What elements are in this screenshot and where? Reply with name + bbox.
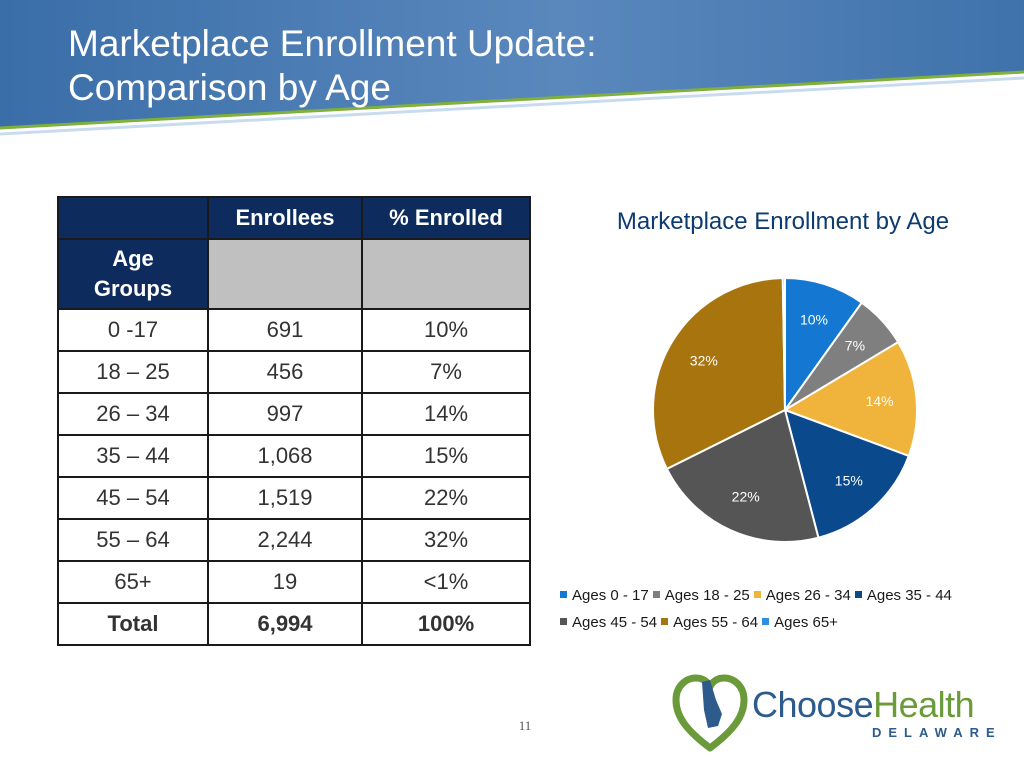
pie-data-label: 32% (690, 353, 718, 369)
legend-swatch (854, 591, 862, 598)
legend-item: Ages 18 - 25 (652, 582, 750, 609)
legend-label: Ages 55 - 64 (673, 614, 759, 631)
legend-item: Ages 26 - 34 (753, 582, 851, 609)
table-age-groups-row: Age Groups (57, 238, 531, 310)
pie-data-label: 22% (732, 489, 760, 505)
enrollees-cell: 1,519 (207, 476, 363, 520)
enrollees-cell: 691 (207, 308, 363, 352)
legend-swatch (560, 618, 567, 625)
enrollees-cell: 19 (207, 560, 363, 604)
legend-swatch (652, 591, 660, 598)
percent-cell: 15% (361, 434, 531, 478)
table-row: 26 – 34 997 14% (57, 392, 531, 436)
legend-item: Ages 35 - 44 (854, 582, 952, 609)
legend-swatch (560, 591, 567, 598)
logo-text-choose: Choose (752, 684, 874, 725)
pie-slice-ages-55-64 (652, 277, 787, 471)
chart-title: Marketplace Enrollment by Age (616, 208, 950, 235)
page-number: 11 (518, 718, 532, 733)
slide-title: Marketplace Enrollment Update: Compariso… (68, 22, 597, 110)
table-row: 18 – 25 456 7% (57, 350, 531, 394)
legend-label: Ages 0 - 17 (572, 587, 649, 604)
enrollees-cell: 1,068 (207, 434, 363, 478)
legend-item: Ages 45 - 54 (560, 609, 657, 636)
pie-slice-ages-45-54 (665, 408, 820, 543)
enrollees-cell: 2,244 (207, 518, 363, 562)
chart-legend: Ages 0 - 17 Ages 18 - 25 Ages 26 - 34 Ages … (560, 582, 1020, 636)
legend-swatch (661, 618, 669, 625)
logo-subtext: DELAWARE (872, 725, 1002, 740)
legend-label: Ages 45 - 54 (572, 614, 658, 631)
legend-swatch (753, 591, 761, 598)
table-row: 65+ 19 <1% (57, 560, 531, 604)
table-header-row: Enrollees % Enrolled (57, 196, 531, 240)
total-label-cell: Total (57, 602, 209, 646)
age-range-cell: 55 – 64 (57, 518, 209, 562)
table-row: 0 -17 691 10% (57, 308, 531, 352)
pie-slice-ages-26-34 (782, 340, 918, 458)
legend-swatch (762, 618, 770, 625)
legend-label: Ages 35 - 44 (866, 587, 952, 604)
legend-item: Ages 55 - 64 (661, 609, 758, 636)
total-enrollees-cell: 6,994 (207, 602, 363, 646)
legend-item: Ages 0 - 17 (560, 582, 649, 609)
age-groups-line1: Age (112, 246, 154, 271)
table-row: 45 – 54 1,519 22% (57, 476, 531, 520)
table-gray-cell (207, 238, 363, 310)
table-header-blank (57, 196, 209, 240)
legend-item: Ages 65+ (762, 609, 838, 636)
table-row: 35 – 44 1,068 15% (57, 434, 531, 478)
table-header-percent: % Enrolled (361, 196, 531, 240)
percent-cell: 32% (361, 518, 531, 562)
slide-title-line2: Comparison by Age (68, 67, 391, 108)
percent-cell: 14% (361, 392, 531, 436)
age-range-cell: 35 – 44 (57, 434, 209, 478)
pie-data-label: 14% (866, 393, 894, 409)
legend-label: Ages 65+ (774, 614, 838, 631)
enrollees-cell: 997 (207, 392, 363, 436)
age-range-cell: 45 – 54 (57, 476, 209, 520)
enrollees-cell: 456 (207, 350, 363, 394)
age-groups-line2: Groups (93, 276, 173, 301)
percent-cell: 22% (361, 476, 531, 520)
table-total-row: Total 6,994 100% (57, 602, 531, 646)
pie-data-label: 10% (800, 312, 828, 328)
legend-label: Ages 26 - 34 (765, 587, 851, 604)
percent-cell: 7% (361, 350, 531, 394)
logo-text-health: Health (873, 684, 975, 725)
pie-slice-ages-35-44 (783, 408, 911, 539)
age-range-cell: 18 – 25 (57, 350, 209, 394)
table-gray-cell (361, 238, 531, 310)
pie-data-label: 7% (845, 338, 865, 354)
table-age-groups-header: Age Groups (57, 238, 209, 310)
percent-cell: 10% (361, 308, 531, 352)
logo-text: ChooseHealth (752, 684, 975, 726)
age-range-cell: 26 – 34 (57, 392, 209, 436)
table-row: 55 – 64 2,244 32% (57, 518, 531, 562)
table-header-enrollees: Enrollees (207, 196, 363, 240)
pie-slice-ages-65 (781, 276, 786, 411)
pie-data-label: 15% (835, 473, 863, 489)
total-percent-cell: 100% (361, 602, 531, 646)
header-banner (0, 0, 1024, 140)
choose-health-logo: ChooseHealth DELAWARE (672, 670, 1002, 754)
pie-slice-ages-0-17 (784, 276, 864, 414)
percent-cell: <1% (361, 560, 531, 604)
heart-state-icon (672, 674, 748, 752)
pie-chart: 10% 7% 14% 15% 22% 32% (652, 276, 918, 543)
enrollment-table: Enrollees % Enrolled Age Groups 0 -17 69… (57, 196, 531, 646)
slide-title-line1: Marketplace Enrollment Update: (68, 23, 597, 64)
legend-label: Ages 18 - 25 (664, 587, 750, 604)
age-range-cell: 65+ (57, 560, 209, 604)
age-range-cell: 0 -17 (57, 308, 209, 352)
